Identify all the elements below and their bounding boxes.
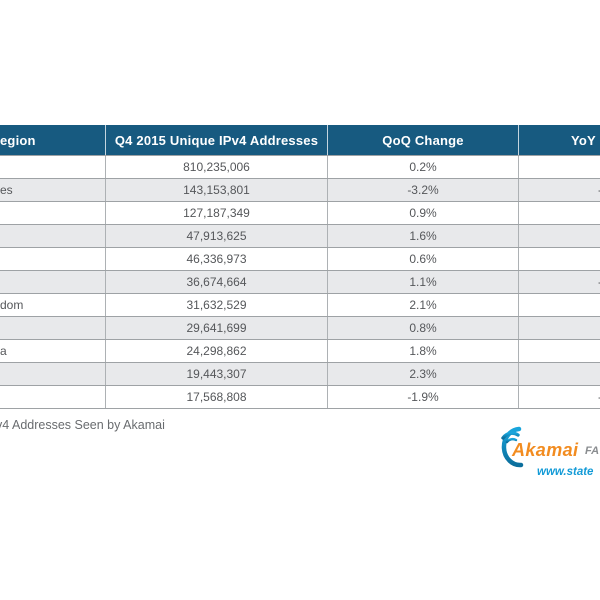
table-row: 19,443,307 2.3% bbox=[0, 362, 600, 385]
yoy-cell bbox=[518, 156, 600, 178]
column-header-addresses: Q4 2015 Unique IPv4 Addresses bbox=[105, 125, 327, 155]
yoy-cell bbox=[518, 340, 600, 362]
addresses-cell: 17,568,808 bbox=[105, 386, 327, 408]
table-row: es 143,153,801 -3.2% - bbox=[0, 178, 600, 201]
qoq-cell: 2.1% bbox=[327, 294, 518, 316]
addresses-cell: 46,336,973 bbox=[105, 248, 327, 270]
yoy-cell bbox=[518, 202, 600, 224]
addresses-cell: 29,641,699 bbox=[105, 317, 327, 339]
qoq-cell: 0.2% bbox=[327, 156, 518, 178]
region-cell: a bbox=[0, 344, 7, 358]
column-header-region: egion bbox=[0, 132, 36, 148]
region-cell: dom bbox=[0, 298, 24, 312]
addresses-cell: 810,235,006 bbox=[105, 156, 327, 178]
column-header-yoy: YoY bbox=[518, 125, 600, 155]
yoy-cell bbox=[518, 363, 600, 385]
addresses-cell: 127,187,349 bbox=[105, 202, 327, 224]
yoy-cell bbox=[518, 248, 600, 270]
figure-caption: v4 Addresses Seen by Akamai bbox=[0, 418, 165, 432]
addresses-cell: 19,443,307 bbox=[105, 363, 327, 385]
region-cell bbox=[0, 225, 105, 247]
region-cell bbox=[0, 248, 105, 270]
yoy-cell bbox=[518, 317, 600, 339]
qoq-cell: 0.6% bbox=[327, 248, 518, 270]
addresses-cell: 31,632,529 bbox=[105, 294, 327, 316]
yoy-cell: - bbox=[518, 271, 600, 293]
akamai-brand-text: Akamai bbox=[512, 440, 579, 460]
table-row: dom 31,632,529 2.1% bbox=[0, 293, 600, 316]
table-row: 17,568,808 -1.9% - bbox=[0, 385, 600, 408]
region-cell: es bbox=[0, 183, 13, 197]
yoy-cell: - bbox=[518, 179, 600, 201]
region-cell bbox=[0, 363, 105, 385]
yoy-cell bbox=[518, 294, 600, 316]
region-cell bbox=[0, 202, 105, 224]
table-header-row: egion Q4 2015 Unique IPv4 Addresses QoQ … bbox=[0, 125, 600, 155]
table-row: 29,641,699 0.8% bbox=[0, 316, 600, 339]
qoq-cell: 0.8% bbox=[327, 317, 518, 339]
table-row: 46,336,973 0.6% bbox=[0, 247, 600, 270]
ipv4-address-table: egion Q4 2015 Unique IPv4 Addresses QoQ … bbox=[0, 125, 600, 409]
qoq-cell: 0.9% bbox=[327, 202, 518, 224]
table-row: 127,187,349 0.9% bbox=[0, 201, 600, 224]
table-row: 36,674,664 1.1% - bbox=[0, 270, 600, 293]
addresses-cell: 47,913,625 bbox=[105, 225, 327, 247]
addresses-cell: 24,298,862 bbox=[105, 340, 327, 362]
yoy-cell: - bbox=[518, 386, 600, 408]
table-body: 810,235,006 0.2% es 143,153,801 -3.2% - … bbox=[0, 155, 600, 409]
table-row: 47,913,625 1.6% bbox=[0, 224, 600, 247]
akamai-wave-icon bbox=[495, 425, 527, 474]
akamai-tagline-fragment: FA bbox=[585, 445, 600, 457]
region-cell bbox=[0, 156, 105, 178]
region-cell bbox=[0, 386, 105, 408]
qoq-cell: 1.1% bbox=[327, 271, 518, 293]
column-header-qoq: QoQ Change bbox=[327, 125, 518, 155]
qoq-cell: 1.6% bbox=[327, 225, 518, 247]
addresses-cell: 143,153,801 bbox=[105, 179, 327, 201]
addresses-cell: 36,674,664 bbox=[105, 271, 327, 293]
yoy-cell bbox=[518, 225, 600, 247]
table-row: 810,235,006 0.2% bbox=[0, 155, 600, 178]
qoq-cell: 2.3% bbox=[327, 363, 518, 385]
table-row: a 24,298,862 1.8% bbox=[0, 339, 600, 362]
stateoftheinternet-url[interactable]: www.state bbox=[537, 466, 594, 478]
region-cell bbox=[0, 317, 105, 339]
qoq-cell: 1.8% bbox=[327, 340, 518, 362]
qoq-cell: -3.2% bbox=[327, 179, 518, 201]
region-cell bbox=[0, 271, 105, 293]
qoq-cell: -1.9% bbox=[327, 386, 518, 408]
